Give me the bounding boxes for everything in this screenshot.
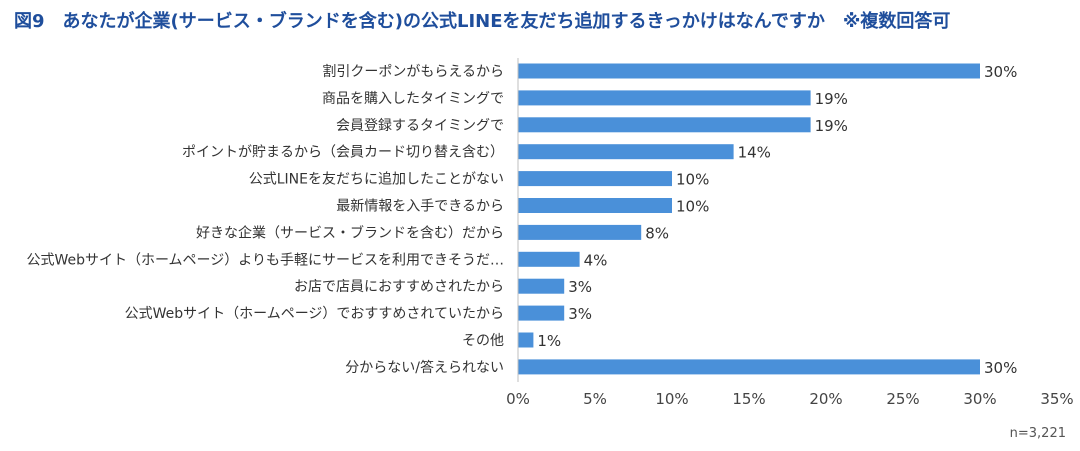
category-label: 割引クーポンがもらえるから [322,63,504,80]
category-label: 公式Webサイト（ホームページ）よりも手軽にサービスを利用できそうだ… [26,252,504,268]
bar [518,251,580,267]
bar [518,198,672,213]
value-label: 4% [584,251,608,269]
bar [518,359,980,375]
value-label: 8% [645,224,669,242]
category-label: 最新情報を入手できるから [336,199,504,215]
x-tick-label: 20% [809,390,842,408]
value-label: 30% [984,359,1017,377]
category-label: 会員登録するタイミングで [336,118,504,134]
value-label: 14% [738,144,771,162]
value-label: 30% [984,63,1017,81]
category-label: 商品を購入したタイミングで [322,91,504,107]
bar [518,224,642,240]
category-label: 公式Webサイト（ホームページ）でおすすめされていたから [125,306,504,322]
bar [518,278,565,294]
category-label: その他 [462,333,504,349]
x-tick-label: 0% [506,390,530,408]
chart-title: 図9 あなたが企業(サービス・ブランドを含む)の公式LINEを友だち追加するきっ… [14,11,951,32]
value-label: 1% [537,332,561,350]
category-label: ポイントが貯まるから（会員カード切り替え含む） [182,145,504,161]
category-label: 好きな企業（サービス・ブランドを含む）だから [196,224,504,241]
value-label: 3% [568,305,592,323]
bar [518,63,980,79]
category-label: 公式LINEを友だちに追加したことがない [249,172,504,188]
x-tick-label: 25% [886,390,919,408]
x-tick-label: 35% [1040,390,1073,408]
value-label: 10% [676,171,709,189]
bar [518,144,734,160]
x-tick-label: 30% [963,390,996,408]
category-label: 分からない/答えられない [345,359,504,376]
x-tick-label: 15% [732,390,765,408]
x-tick-label: 5% [583,390,607,408]
value-label: 10% [676,198,709,216]
value-label: 3% [568,278,592,296]
bar [518,171,672,187]
bar [518,90,811,106]
x-tick-label: 10% [655,390,688,408]
bar [518,332,534,348]
sample-size-note: n=3,221 [1009,426,1066,441]
value-label: 19% [815,117,848,135]
bar [518,117,811,133]
value-label: 19% [815,90,848,108]
category-label: お店で店員におすすめされたから [294,279,504,295]
bar [518,305,565,321]
